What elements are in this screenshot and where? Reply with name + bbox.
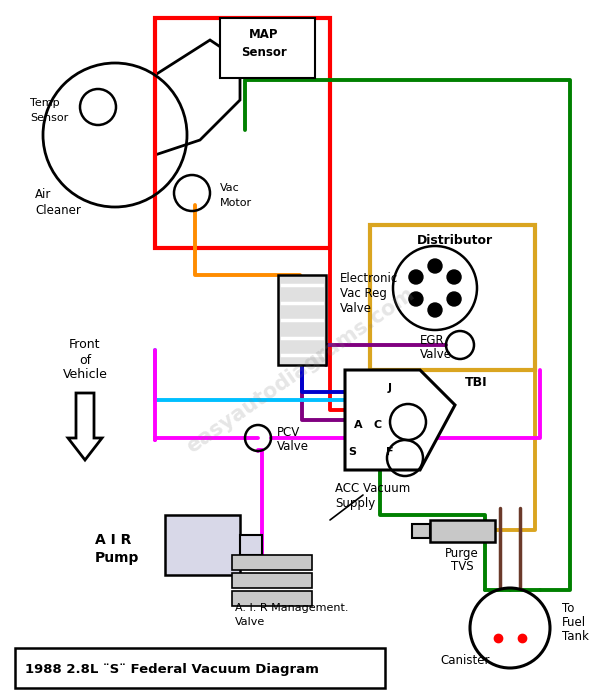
Circle shape	[409, 270, 423, 284]
Circle shape	[428, 259, 442, 273]
Text: MAP: MAP	[249, 29, 279, 41]
Text: A: A	[353, 420, 362, 430]
Text: A. I. R Management.: A. I. R Management.	[235, 603, 349, 613]
Polygon shape	[155, 40, 240, 155]
Text: easyautodiagrams.com: easyautodiagrams.com	[182, 284, 418, 456]
Text: Canister: Canister	[440, 654, 490, 666]
Text: Valve: Valve	[340, 302, 372, 314]
Text: Electronic: Electronic	[340, 272, 398, 284]
Text: Temp: Temp	[30, 98, 59, 108]
Bar	[232, 573, 312, 588]
Circle shape	[428, 303, 442, 317]
Text: Tank: Tank	[562, 629, 589, 643]
Text: Valve: Valve	[420, 349, 452, 361]
FancyArrow shape	[68, 393, 102, 460]
Text: A I R: A I R	[95, 533, 131, 547]
Text: of: of	[79, 354, 91, 367]
Circle shape	[447, 292, 461, 306]
Bar	[165, 515, 240, 575]
Text: Front: Front	[69, 339, 101, 351]
Text: F: F	[386, 447, 394, 457]
Text: Vac Reg: Vac Reg	[340, 286, 387, 300]
Text: Pump: Pump	[95, 551, 139, 565]
Text: EGR: EGR	[420, 333, 445, 346]
Text: C: C	[374, 420, 382, 430]
Circle shape	[447, 270, 461, 284]
Text: Vac: Vac	[220, 183, 240, 193]
Bar	[15, 648, 385, 688]
Polygon shape	[345, 370, 455, 470]
Bar	[232, 591, 312, 606]
Text: Fuel: Fuel	[562, 615, 586, 629]
Text: Motor: Motor	[220, 198, 252, 208]
Text: TVS: TVS	[451, 561, 473, 573]
Text: TBI: TBI	[465, 375, 488, 389]
Text: Valve: Valve	[277, 440, 309, 454]
Text: Vehicle: Vehicle	[62, 368, 107, 382]
Bar	[240, 535, 262, 555]
Bar	[232, 555, 312, 570]
Text: Cleaner: Cleaner	[35, 204, 81, 216]
Text: 1988 2.8L ¨S¨ Federal Vacuum Diagram: 1988 2.8L ¨S¨ Federal Vacuum Diagram	[25, 664, 319, 676]
Text: Purge: Purge	[445, 547, 479, 559]
Bar	[412, 524, 430, 538]
Text: Sensor: Sensor	[241, 46, 287, 59]
Bar	[220, 18, 315, 78]
Text: J: J	[388, 383, 392, 393]
Text: Air: Air	[35, 188, 52, 202]
Bar	[155, 18, 330, 248]
Bar	[430, 520, 495, 542]
Text: Valve: Valve	[235, 617, 265, 627]
Text: PCV: PCV	[277, 426, 300, 438]
Text: To: To	[562, 601, 574, 615]
Text: ACC Vacuum: ACC Vacuum	[335, 482, 410, 494]
Text: Supply: Supply	[335, 496, 375, 510]
Text: Distributor: Distributor	[417, 234, 493, 246]
Circle shape	[409, 292, 423, 306]
Bar	[370, 225, 535, 370]
Bar	[278, 275, 326, 365]
Text: S: S	[348, 447, 356, 457]
Text: Sensor: Sensor	[30, 113, 68, 123]
